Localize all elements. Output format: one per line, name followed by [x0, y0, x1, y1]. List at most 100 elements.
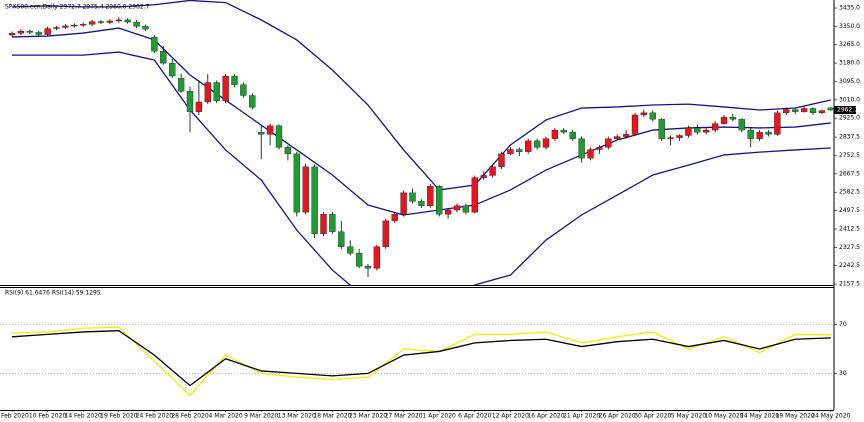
line-series: [12, 51, 831, 285]
candle-body: [142, 26, 149, 30]
candle-body: [17, 30, 25, 34]
candle-body: [685, 127, 692, 136]
x-tick-label: 27 Mar 2020: [385, 413, 423, 420]
candle-body: [320, 214, 327, 234]
y-tick-label: 2667.5: [839, 170, 860, 177]
candle-body: [204, 82, 211, 103]
candle-body: [738, 119, 745, 131]
candle-body: [649, 112, 656, 120]
candle-body: [71, 24, 78, 27]
y-tick-label: 2327.5: [839, 244, 860, 251]
candle-body: [44, 28, 51, 35]
candle-body: [569, 132, 576, 139]
candle-body: [355, 253, 363, 267]
candle-body: [347, 246, 354, 254]
candle-body: [284, 147, 292, 154]
x-tick-label: 18 Mar 2020: [313, 413, 351, 420]
y-tick-label: 70: [839, 321, 847, 328]
rsi-panel: [0, 324, 834, 397]
candle-body: [578, 138, 585, 159]
candle-body: [222, 75, 229, 102]
candle-body: [293, 153, 300, 213]
candle-body: [640, 112, 648, 116]
candle-body: [720, 116, 728, 124]
candle-body: [756, 132, 763, 139]
x-tick-label: 26 Apr 2020: [599, 413, 636, 420]
candle-body: [213, 82, 220, 102]
candle-body: [106, 20, 114, 23]
y-tick-label: 3350.0: [839, 23, 860, 30]
x-tick-label: 9 Mar 2020: [244, 413, 278, 420]
candle-body: [462, 205, 470, 213]
x-tick-label: 13 Mar 2020: [278, 413, 316, 420]
y-tick-label: 2925.0: [839, 115, 860, 122]
candle-body: [827, 107, 834, 111]
candle-body: [774, 112, 781, 135]
y-tick-label: 3095.0: [839, 78, 860, 85]
candle-body: [8, 33, 16, 36]
candle-body: [195, 101, 203, 112]
x-tick-label: 16 Apr 2020: [527, 413, 564, 420]
candle-body: [525, 140, 532, 152]
price-panel: [8, 0, 834, 285]
x-tick-label: 23 Mar 2020: [349, 413, 387, 420]
x-tick-label: 10 May 2020: [704, 413, 743, 420]
candle-body: [703, 129, 710, 133]
x-tick-label: 30 Apr 2020: [634, 413, 671, 420]
candle-body: [516, 149, 523, 152]
candle-body: [542, 138, 550, 148]
candle-body: [151, 37, 158, 52]
candle-body: [177, 78, 185, 92]
candle-body: [471, 177, 478, 213]
candle-body: [747, 129, 754, 139]
x-tick-label: 19 May 2020: [776, 413, 815, 420]
candle-body: [658, 119, 665, 139]
candle-body: [115, 19, 122, 22]
candle-body: [53, 27, 60, 29]
candle-body: [507, 149, 514, 154]
candle-body: [631, 114, 639, 135]
x-tick-label: 1 Apr 2020: [423, 413, 456, 420]
candle-body: [266, 125, 274, 135]
candle-body: [400, 192, 407, 215]
candle-body: [133, 21, 140, 27]
line-series: [11, 330, 831, 387]
indicator-title: RSI(9) 61.6476 RSI(14) 59.1295: [5, 290, 101, 297]
chart-title: SPX500.ecn,Daily 2972.7 2975.4 2960.0 29…: [5, 4, 150, 11]
y-tick-label: 3435.0: [839, 4, 860, 11]
candle-body: [444, 209, 452, 215]
candle-body: [35, 32, 42, 35]
candle-body: [676, 135, 683, 138]
x-tick-label: 12 Apr 2020: [492, 413, 529, 420]
candle-body: [809, 108, 817, 113]
candle-body: [560, 129, 567, 133]
candle-body: [596, 147, 603, 150]
candle-body: [818, 110, 826, 113]
price-tag: [834, 106, 856, 115]
candle-body: [800, 108, 808, 112]
x-tick-label: 10 Feb 2020: [29, 413, 67, 420]
candle-body: [391, 214, 398, 221]
candle-body: [418, 201, 425, 206]
x-tick-label: 14 May 2020: [740, 413, 779, 420]
candle-body: [338, 231, 345, 247]
candle-body: [240, 84, 247, 96]
y-tick-label: 30: [839, 370, 847, 377]
y-tick-label: 2497.5: [839, 207, 860, 214]
candle-body: [489, 166, 496, 176]
candle-body: [783, 109, 790, 113]
y-tick-label: 2837.5: [839, 134, 860, 141]
candle-body: [409, 192, 416, 202]
candle-body: [480, 175, 487, 178]
candle-body: [329, 214, 336, 232]
candle-body: [587, 149, 594, 159]
y-tick-label: 2752.5: [839, 152, 860, 159]
price-tag-label: 2962.7: [837, 107, 858, 114]
candle-body: [382, 220, 389, 247]
line-series: [11, 326, 831, 397]
candle-body: [614, 136, 621, 139]
x-tick-label: 6 Apr 2020: [458, 413, 491, 420]
x-tick-label: 4 Mar 2020: [208, 413, 242, 420]
candle-body: [453, 205, 461, 211]
